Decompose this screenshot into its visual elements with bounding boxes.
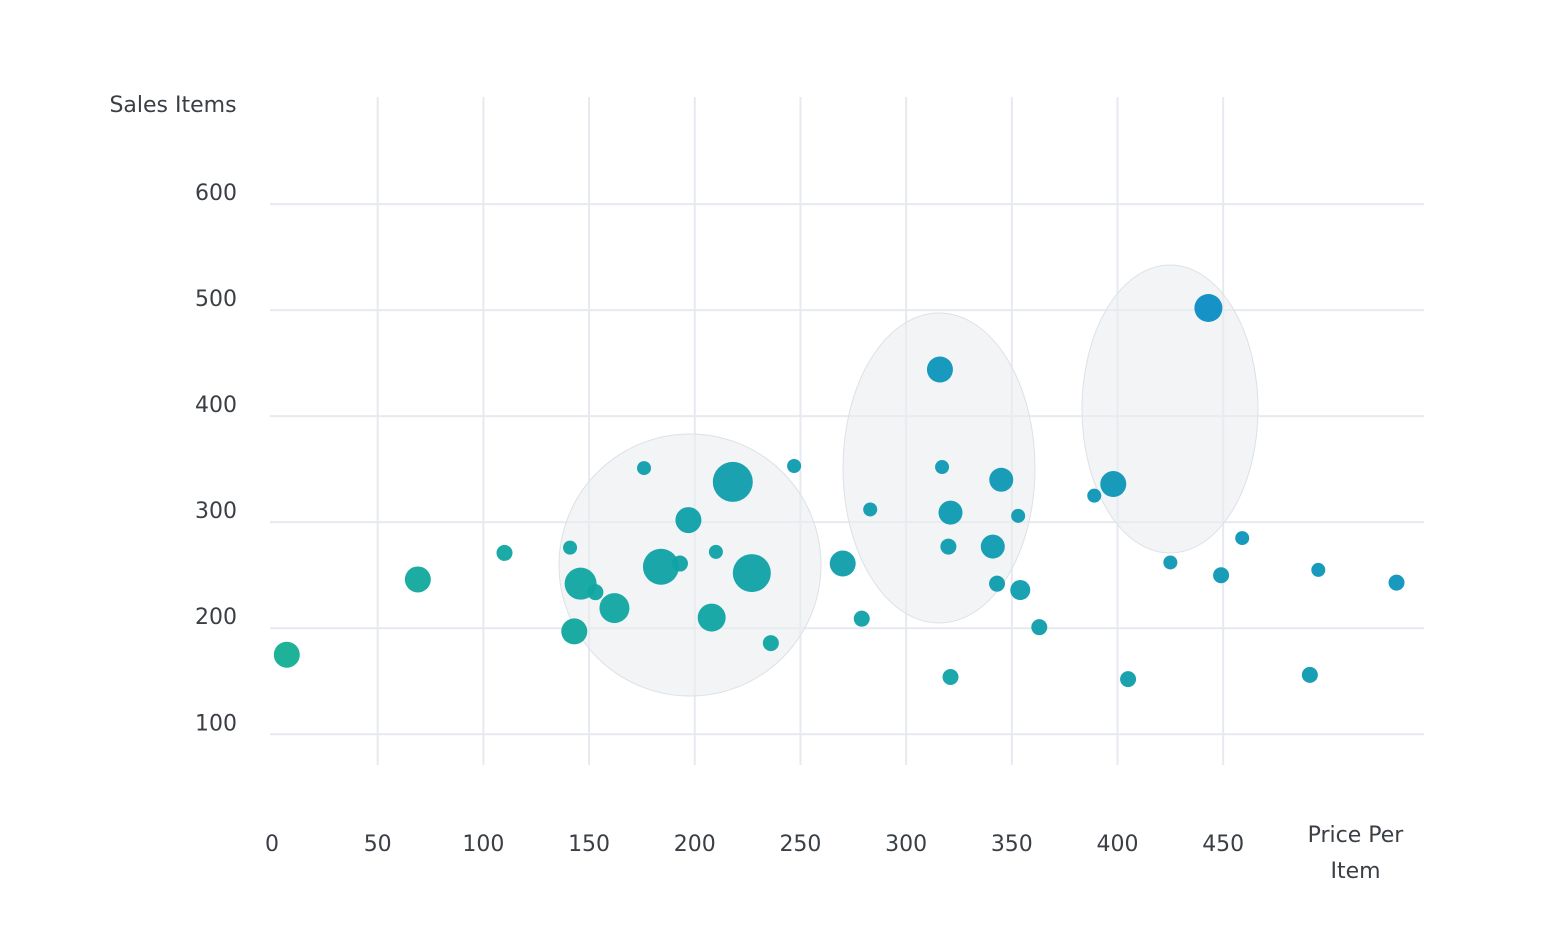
y-tick-label: 400 <box>195 393 237 418</box>
bubble <box>712 461 753 502</box>
bubble <box>637 461 652 476</box>
y-tick-label: 600 <box>195 181 237 206</box>
bubble <box>273 641 300 668</box>
y-tick-label: 500 <box>195 287 237 312</box>
bubble <box>989 467 1014 492</box>
y-tick-label: 300 <box>195 499 237 524</box>
x-tick-label: 450 <box>1202 832 1244 857</box>
bubble <box>980 534 1005 559</box>
x-tick-label: 250 <box>779 832 821 857</box>
bubble <box>708 544 723 559</box>
x-tick-label: 50 <box>364 832 392 857</box>
bubble <box>587 584 604 601</box>
bubble <box>599 593 630 624</box>
bubble <box>1011 508 1026 523</box>
bubble <box>496 544 513 561</box>
bubble <box>940 538 957 555</box>
bubble <box>563 540 578 555</box>
bubble <box>1010 580 1031 601</box>
x-tick-label: 150 <box>568 832 610 857</box>
bubble <box>926 356 953 383</box>
x-tick-label: 400 <box>1097 832 1139 857</box>
bubble <box>989 575 1006 592</box>
bubble <box>1235 531 1250 546</box>
bubble <box>404 566 431 593</box>
bubble <box>935 460 950 475</box>
bubble <box>1213 567 1230 584</box>
bubble <box>671 555 688 572</box>
bubble <box>1301 666 1318 683</box>
x-tick-label: 200 <box>674 832 716 857</box>
bubble <box>1100 471 1127 498</box>
bubble <box>675 507 702 534</box>
x-axis-title: Price Per Item <box>1307 823 1404 884</box>
bubble <box>938 500 963 525</box>
bubble <box>1087 488 1102 503</box>
cluster-area <box>1081 264 1259 554</box>
cluster-area <box>558 433 822 697</box>
bubble <box>561 618 588 645</box>
bubble <box>1120 671 1137 688</box>
bubble <box>787 458 802 473</box>
bubble <box>863 502 878 517</box>
y-tick-label: 200 <box>195 605 237 630</box>
bubble <box>853 610 870 627</box>
x-tick-label: 350 <box>991 832 1033 857</box>
bubble <box>697 603 726 632</box>
x-tick-label: 100 <box>462 832 504 857</box>
y-tick-label: 100 <box>195 711 237 736</box>
bubble <box>762 635 779 652</box>
x-tick-label: 0 <box>265 832 279 857</box>
x-tick-label: 300 <box>885 832 927 857</box>
bubble <box>1311 562 1326 577</box>
bubble <box>942 668 959 685</box>
bubble <box>1031 619 1048 636</box>
bubble <box>732 554 771 593</box>
bubble <box>642 548 679 585</box>
bubble <box>1194 294 1223 323</box>
bubble <box>829 550 856 577</box>
bubble <box>1388 574 1405 591</box>
bubble <box>1163 555 1178 570</box>
y-axis-title: Sales Items <box>109 93 236 118</box>
